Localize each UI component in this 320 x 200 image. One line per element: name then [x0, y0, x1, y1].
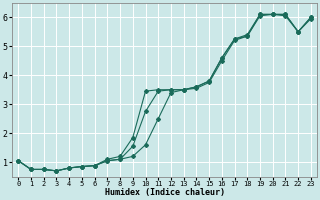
X-axis label: Humidex (Indice chaleur): Humidex (Indice chaleur): [105, 188, 225, 197]
